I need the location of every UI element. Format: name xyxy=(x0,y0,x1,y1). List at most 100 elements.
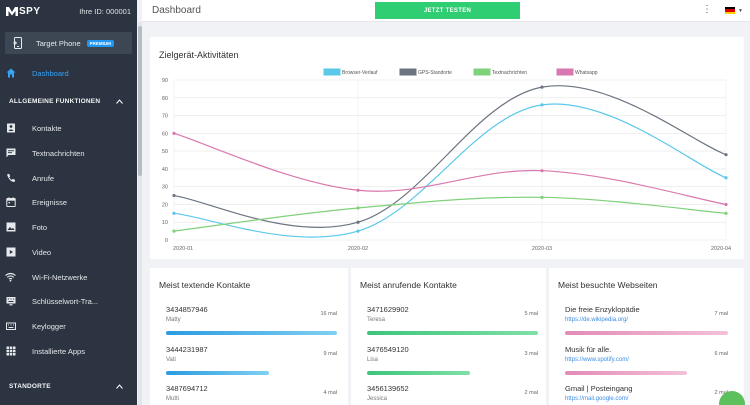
more-options-icon[interactable]: ⋮ xyxy=(702,4,712,15)
data-point[interactable] xyxy=(724,176,728,180)
topbar: Dashboard JETZT TESTEN ⋮ ▼ xyxy=(142,0,750,22)
sidebar-item-keyword-tracking[interactable]: Schlüsselwort-Tra... xyxy=(0,293,137,309)
sidebar-item-installed-apps[interactable]: Installierte Apps xyxy=(0,343,137,359)
legend-label: Textnachrichten xyxy=(492,70,527,76)
data-point[interactable] xyxy=(724,153,728,157)
sidebar-scrollbar[interactable] xyxy=(138,22,142,405)
phone-number: 3487694712 xyxy=(166,384,208,393)
data-point[interactable] xyxy=(356,229,360,233)
caret-down-icon[interactable]: ▼ xyxy=(738,8,743,14)
contact-row[interactable]: 3434857946 Matty 16 mal xyxy=(166,305,337,323)
chat-support-button[interactable] xyxy=(719,391,745,405)
phone-number: 3471629902 xyxy=(367,305,409,314)
data-point[interactable] xyxy=(172,229,176,233)
activity-line-chart: 0 10 20 30 40 50 60 70 80 90 2020-01 2020-02 2020-03… xyxy=(162,68,731,252)
frequency-bar xyxy=(565,331,728,335)
website-name: Gmail | Posteingang xyxy=(565,384,633,393)
device-selector[interactable]: Target Phone PREMIUM xyxy=(5,32,132,54)
try-now-button[interactable]: JETZT TESTEN xyxy=(375,2,520,19)
website-name: Musik für alle. xyxy=(565,345,612,354)
german-flag-icon[interactable] xyxy=(725,7,735,14)
count-label: 4 mal xyxy=(323,390,337,396)
website-row[interactable]: Gmail | Posteingang https://mail.google.c… xyxy=(565,384,728,402)
phone-number: 3444231987 xyxy=(166,345,208,354)
sidebar-item-label: Installierte Apps xyxy=(32,346,85,356)
contact-row[interactable]: 3471629902 Teresa 5 mal xyxy=(367,305,538,323)
section-general-functions[interactable]: ALLGEMEINE FUNKTIONEN xyxy=(0,94,137,108)
website-url[interactable]: https://www.spotify.com/ xyxy=(565,357,629,363)
legend-item[interactable]: Browser-Verlauf xyxy=(323,68,378,76)
y-tick-label: 30 xyxy=(162,185,168,191)
legend-swatch xyxy=(556,68,574,76)
legend-swatch xyxy=(323,68,341,76)
frequency-bar xyxy=(166,371,269,375)
top-websites-card: Meist besuchte Webseiten Die freie Enzyk… xyxy=(549,268,744,405)
page-title: Dashboard xyxy=(152,5,201,16)
logo-text: SPY xyxy=(19,5,41,17)
data-point[interactable] xyxy=(356,188,360,192)
card-title: Meist anrufende Kontakte xyxy=(360,280,457,290)
y-tick-label: 0 xyxy=(165,238,168,244)
contact-row[interactable]: 3456139652 Jessica 2 mal xyxy=(367,384,538,402)
sidebar-item-keylogger[interactable]: Keylogger xyxy=(0,318,137,334)
data-point[interactable] xyxy=(172,211,176,215)
series-line-1 xyxy=(173,85,727,229)
sidebar-item-label: Wi-Fi-Netzwerke xyxy=(32,272,88,282)
data-point[interactable] xyxy=(724,211,728,215)
wifi-icon xyxy=(5,272,16,283)
contact-row[interactable]: 3487694712 Mutti 4 mal xyxy=(166,384,337,402)
keyboard-alert-icon xyxy=(5,296,16,307)
image-icon xyxy=(5,222,16,233)
sidebar-item-label: Ereignisse xyxy=(32,197,68,207)
count-label: 16 mal xyxy=(320,311,337,317)
data-point[interactable] xyxy=(724,202,728,207)
website-row[interactable]: Die freie Enzyklopädie https://de.wikiped… xyxy=(565,305,728,323)
sidebar-item-label: Video xyxy=(32,247,52,257)
logo[interactable]: SPY xyxy=(6,6,41,17)
website-url[interactable]: https://mail.google.com/ xyxy=(565,396,629,402)
y-tick-label: 40 xyxy=(162,167,168,173)
section-label: STANDORTE xyxy=(9,382,51,390)
contact-row[interactable]: 3444231987 Vati 9 mal xyxy=(166,345,337,363)
sidebar-item-messages[interactable]: Textnachrichten xyxy=(0,145,137,161)
y-tick-label: 10 xyxy=(162,220,168,226)
x-tick-label: 2020-04 xyxy=(711,246,731,252)
sidebar-item-label: Foto xyxy=(32,222,48,232)
scrollbar-thumb[interactable] xyxy=(138,26,142,176)
section-locations[interactable]: STANDORTE xyxy=(0,379,137,393)
data-point[interactable] xyxy=(172,193,176,198)
sidebar-item-video[interactable]: Video xyxy=(0,244,137,260)
data-point[interactable] xyxy=(356,206,360,210)
sidebar-item-label: Keylogger xyxy=(32,321,66,331)
data-point[interactable] xyxy=(172,131,176,135)
data-point[interactable] xyxy=(356,220,360,224)
data-point[interactable] xyxy=(540,85,544,89)
phone-number: 3456139652 xyxy=(367,384,409,393)
sidebar-item-dashboard[interactable]: Dashboard xyxy=(0,65,137,81)
home-icon xyxy=(5,68,16,79)
chevron-up-icon xyxy=(116,383,123,389)
sidebar-item-photo[interactable]: Foto xyxy=(0,219,137,235)
legend-label: Whatsapp xyxy=(575,70,598,76)
sidebar-item-events[interactable]: Ereignisse xyxy=(0,194,137,210)
sidebar-item-label: Kontakte xyxy=(32,123,62,133)
sidebar-item-wifi[interactable]: Wi-Fi-Netzwerke xyxy=(0,269,137,285)
y-tick-label: 70 xyxy=(162,114,168,120)
sidebar-item-calls[interactable]: Anrufe xyxy=(0,170,137,186)
sidebar-item-contacts[interactable]: Kontakte xyxy=(0,120,137,136)
contact-row[interactable]: 3476549120 Lisa 3 mal xyxy=(367,345,538,363)
phone-call-icon xyxy=(5,173,16,184)
data-point[interactable] xyxy=(540,169,544,173)
contact-name: Teresa xyxy=(367,317,386,323)
data-point[interactable] xyxy=(540,103,544,107)
contact-name: Mutti xyxy=(166,396,180,402)
card-title: Meist besuchte Webseiten xyxy=(558,280,658,290)
legend-item[interactable]: GPS-Standorte xyxy=(399,68,452,76)
data-point[interactable] xyxy=(540,195,544,199)
legend-item[interactable]: Textnachrichten xyxy=(473,68,527,76)
sidebar-item-label: Schlüsselwort-Tra... xyxy=(32,296,98,306)
legend-item[interactable]: Whatsapp xyxy=(556,68,598,76)
legend-label: GPS-Standorte xyxy=(418,70,452,76)
website-url[interactable]: https://de.wikipedia.org/ xyxy=(565,317,629,323)
website-row[interactable]: Musik für alle. https://www.spotify.com/6… xyxy=(565,345,728,363)
